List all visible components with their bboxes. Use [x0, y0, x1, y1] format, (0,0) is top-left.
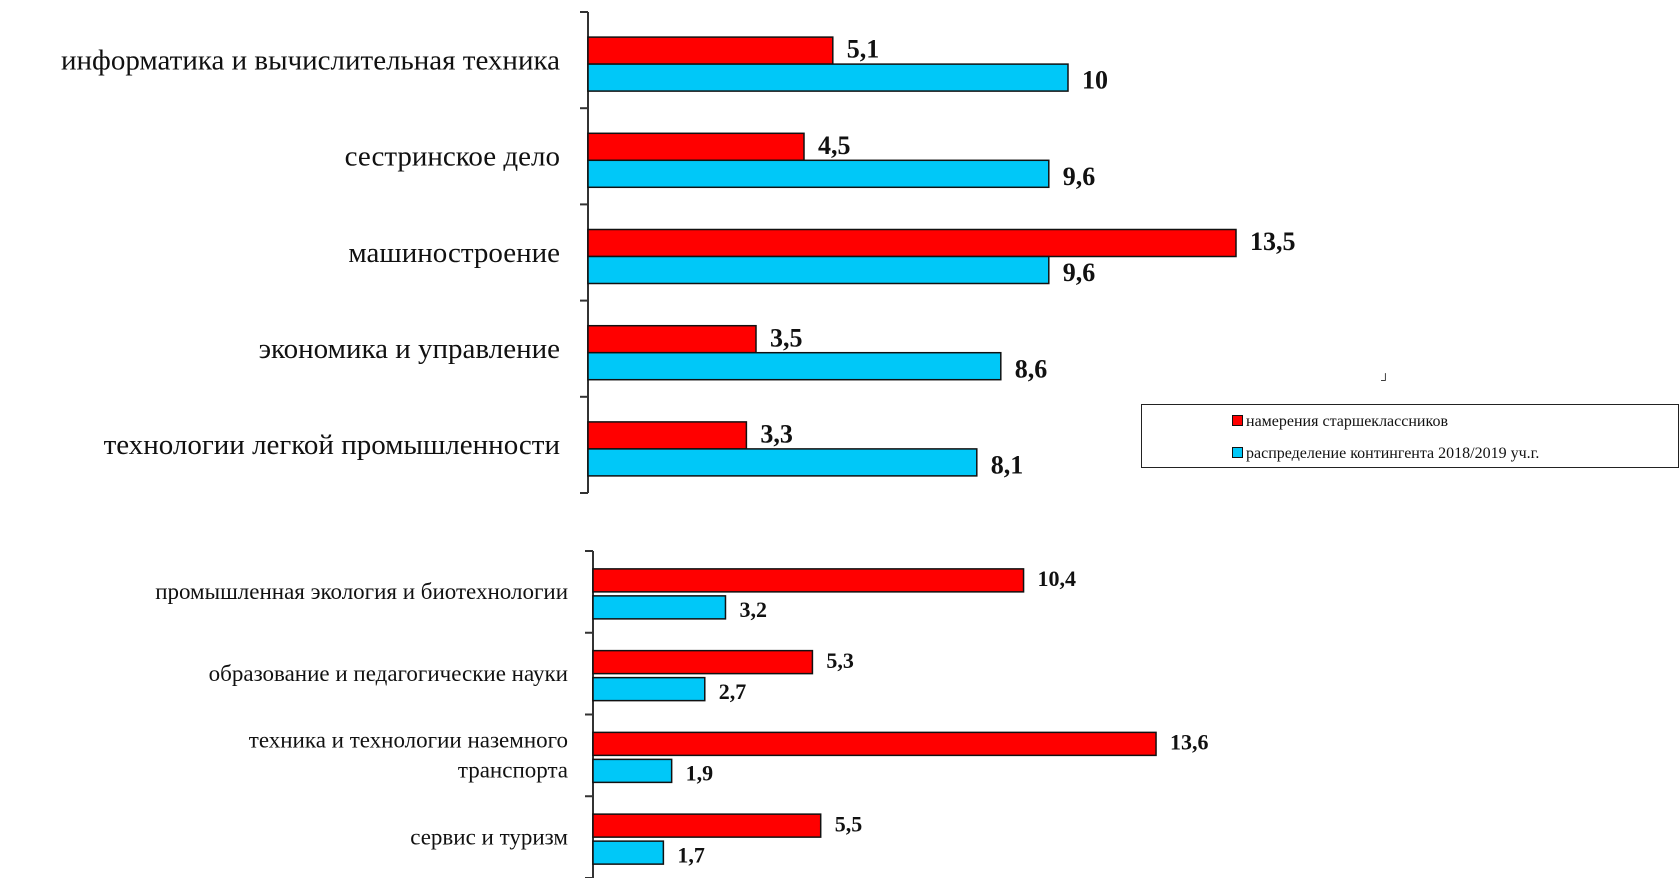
chart-2-bar-distribution — [592, 676, 706, 702]
chart-2-data-label: 5,3 — [826, 648, 854, 673]
legend-item-intentions: намерения старшеклассников — [1232, 413, 1448, 431]
chart-1-data-label: 10 — [1082, 66, 1108, 95]
chart-1-bar-intentions — [587, 421, 748, 450]
legend-item-distribution: распределение контингента 2018/2019 уч.г… — [1232, 445, 1539, 463]
legend-swatch-intentions — [1232, 415, 1243, 426]
chart-1-category-label: машиностроение — [348, 237, 560, 269]
chart-1-data-label: 8,6 — [1015, 354, 1048, 383]
legend-swatch-distribution — [1232, 447, 1243, 458]
chart-1-bar-distribution — [587, 448, 978, 477]
chart-1-bar-distribution — [587, 63, 1069, 92]
chart-2-data-label: 3,2 — [739, 597, 767, 622]
chart-1-bar-intentions — [587, 324, 757, 354]
chart-2-data-label: 1,7 — [677, 842, 705, 867]
chart-2-data-label: 13,6 — [1170, 730, 1209, 755]
chart-2-bar-intentions — [592, 813, 822, 838]
chart-2-data-label: 2,7 — [719, 679, 747, 704]
chart-1-data-label: 8,1 — [991, 451, 1024, 480]
chart-legend: намерения старшеклассников распределение… — [1141, 404, 1679, 468]
chart-1-bar-intentions — [587, 36, 834, 65]
chart-1-data-label: 13,5 — [1250, 227, 1296, 256]
chart-2-bar-distribution — [592, 758, 673, 784]
chart-1-category-label: сестринское дело — [345, 141, 560, 173]
chart-1-category-label: экономика и управление — [259, 333, 560, 365]
chart-1-bar-intentions — [587, 228, 1237, 258]
chart-1-data-label: 3,5 — [770, 323, 803, 352]
chart-1-data-label: 3,3 — [760, 420, 793, 449]
chart-1-category-label: информатика и вычислительная техника — [61, 44, 560, 76]
chart-2-data-label: 5,5 — [835, 811, 863, 836]
chart-2-category-label: сервис и туризм — [410, 824, 568, 849]
chart-1-bar-intentions — [587, 132, 805, 162]
chart-1-data-label: 9,6 — [1063, 162, 1096, 191]
chart-2-bar-intentions — [592, 568, 1025, 593]
corner-mark: ┘ — [1381, 373, 1390, 387]
chart-2-data-label: 10,4 — [1038, 566, 1077, 591]
chart-2-category-label: образование и педагогические науки — [209, 661, 568, 686]
chart-2-category-label: промышленная экология и биотехнологии — [155, 579, 568, 604]
chart-1-data-label: 4,5 — [818, 131, 851, 160]
chart-2-bar-intentions — [592, 731, 1157, 757]
chart-1-data-label: 9,6 — [1063, 258, 1096, 287]
chart-2-data-label: 1,9 — [686, 761, 714, 786]
chart-2-bar-intentions — [592, 649, 814, 675]
chart-1-bar-distribution — [587, 255, 1050, 285]
chart-1-bar-distribution — [587, 159, 1050, 189]
legend-label-intentions: намерения старшеклассников — [1246, 413, 1448, 430]
legend-label-distribution: распределение контингента 2018/2019 уч.г… — [1246, 445, 1540, 462]
chart-2-category-label: транспорта — [458, 758, 568, 783]
chart-1-data-label: 5,1 — [847, 35, 880, 64]
chart-2-category-label: техника и технологии наземного — [249, 728, 568, 753]
chart-1-category-label: технологии легкой промышленности — [104, 429, 560, 461]
chart-2-bar-distribution — [592, 840, 665, 865]
chart-1-bar-distribution — [587, 351, 1002, 381]
chart-2-bar-distribution — [592, 595, 727, 620]
